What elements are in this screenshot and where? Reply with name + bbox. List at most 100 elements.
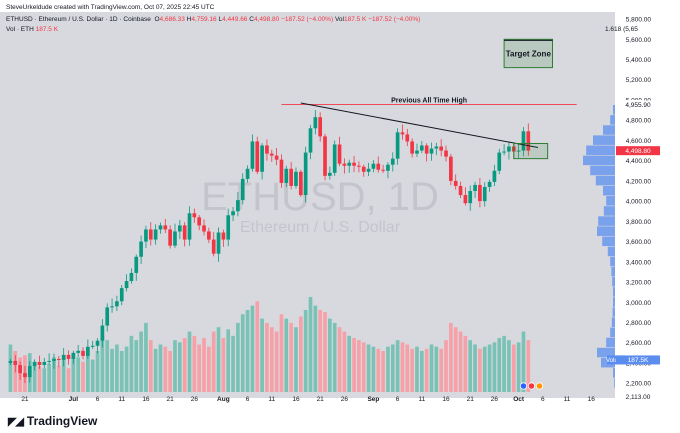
time-tick-label: Aug (217, 396, 230, 403)
volume-bar (429, 344, 434, 392)
candle-body (381, 169, 385, 171)
change-value-2: −187.52 (−4.00%) (368, 16, 421, 23)
volume-bar (110, 348, 114, 392)
volume-bar (226, 329, 231, 392)
volume-bar (502, 335, 506, 392)
volume-bar (463, 335, 468, 392)
volume-bar (32, 361, 37, 392)
candle-body (390, 158, 395, 165)
candle-body (429, 148, 434, 154)
high-price-value: 4,955.90 (625, 102, 651, 109)
candle-body (265, 145, 269, 154)
volume-bar (395, 340, 400, 392)
volume-profile-value: 187.5K (628, 357, 649, 364)
candle-body (269, 153, 274, 156)
price-tick-label: 4,800.00 (626, 118, 652, 125)
candle-body (274, 155, 279, 160)
candle-body (313, 117, 318, 129)
time-tick-label: 6 (96, 396, 100, 403)
time-tick-label: 6 (396, 396, 400, 403)
volume-bar (56, 366, 61, 392)
candle-body (347, 162, 352, 166)
time-tick-label: 21 (467, 396, 475, 403)
candle-body (284, 168, 289, 183)
volume-profile-badge (616, 355, 660, 365)
watermark-name: Ethereum / U.S. Dollar (240, 219, 401, 236)
candle-body (95, 340, 100, 346)
price-tick-label: 4,200.00 (626, 178, 652, 185)
time-tick-label: 16 (142, 396, 150, 403)
volume-bar (37, 366, 42, 392)
volume-bar (95, 350, 100, 392)
time-tick-label: 6 (541, 396, 545, 403)
volume-bar (129, 335, 134, 392)
time-tick-label: 11 (268, 396, 275, 403)
price-tick-label: 3,600.00 (626, 239, 652, 246)
volume-profile-bar (613, 368, 615, 378)
volume-bar (119, 350, 124, 392)
volume-legend-value: 187.5 K (35, 26, 59, 33)
volume-bar (90, 359, 95, 392)
candle-body (260, 145, 264, 172)
close-label: C (249, 16, 254, 23)
volume-profile-bar (603, 206, 615, 216)
volume-profile-bar (583, 155, 615, 166)
volume-bar (207, 346, 211, 392)
volume-bar (516, 342, 521, 392)
price-tick-label: 4,000.00 (626, 199, 652, 206)
volume-profile-bar (593, 135, 615, 145)
high-value: 4,759.16 (191, 16, 217, 23)
volume-bar (100, 335, 105, 392)
time-tick-label: Sep (367, 396, 379, 403)
volume-bar (449, 322, 453, 392)
candle-body (226, 215, 231, 240)
volume-bar (497, 338, 502, 392)
time-tick-label: 16 (442, 396, 450, 403)
candle-body (192, 213, 197, 218)
volume-bar (507, 340, 511, 392)
time-tick-label: 21 (317, 396, 325, 403)
volume-bar (81, 361, 85, 392)
volume-bar (42, 368, 47, 392)
candle-body (337, 144, 342, 164)
candle-body (110, 306, 114, 308)
candle-body (444, 150, 448, 157)
volume-bar (211, 331, 216, 392)
candle-body (298, 171, 303, 196)
volume-profile-bar (595, 175, 615, 186)
tradingview-logo-icon: ◤◢ (8, 415, 24, 428)
volume-bar (458, 331, 463, 392)
event-marker-icon (527, 382, 536, 390)
volume-bar (265, 322, 269, 392)
candle-body (47, 360, 51, 362)
brand-text: TradingView (26, 414, 98, 428)
price-tick-label: 3,800.00 (626, 219, 652, 226)
candle-body (289, 168, 293, 186)
candle-body (482, 186, 487, 202)
volume-bar (473, 344, 477, 392)
volume-bar (419, 350, 424, 392)
price-tick-label: 5,200.00 (626, 77, 652, 84)
candle-body (86, 346, 90, 356)
volume-bar (187, 331, 192, 392)
tradingview-brand[interactable]: ◤◢ TradingView (8, 414, 97, 428)
candle-body (521, 131, 526, 151)
volume-bar (410, 348, 414, 392)
volume-profile-bar (613, 105, 615, 115)
candle-body (366, 168, 371, 172)
candle-body (182, 225, 187, 240)
volume-bar (400, 342, 405, 392)
candle-body (27, 366, 32, 378)
candle-body (139, 241, 143, 257)
time-tick-label: 16 (292, 396, 300, 403)
volume-bar (511, 344, 516, 392)
candle-body (526, 131, 531, 151)
candle-body (42, 361, 47, 365)
volume-profile-bar (607, 246, 615, 257)
chart-credit: SteveUrkeldude created with TradingView.… (6, 4, 215, 11)
candle-body (323, 136, 327, 176)
volume-legend-label: Vol · ETH (6, 26, 34, 33)
volume-bar (405, 344, 410, 392)
open-value: 4,686.33 (159, 16, 185, 23)
